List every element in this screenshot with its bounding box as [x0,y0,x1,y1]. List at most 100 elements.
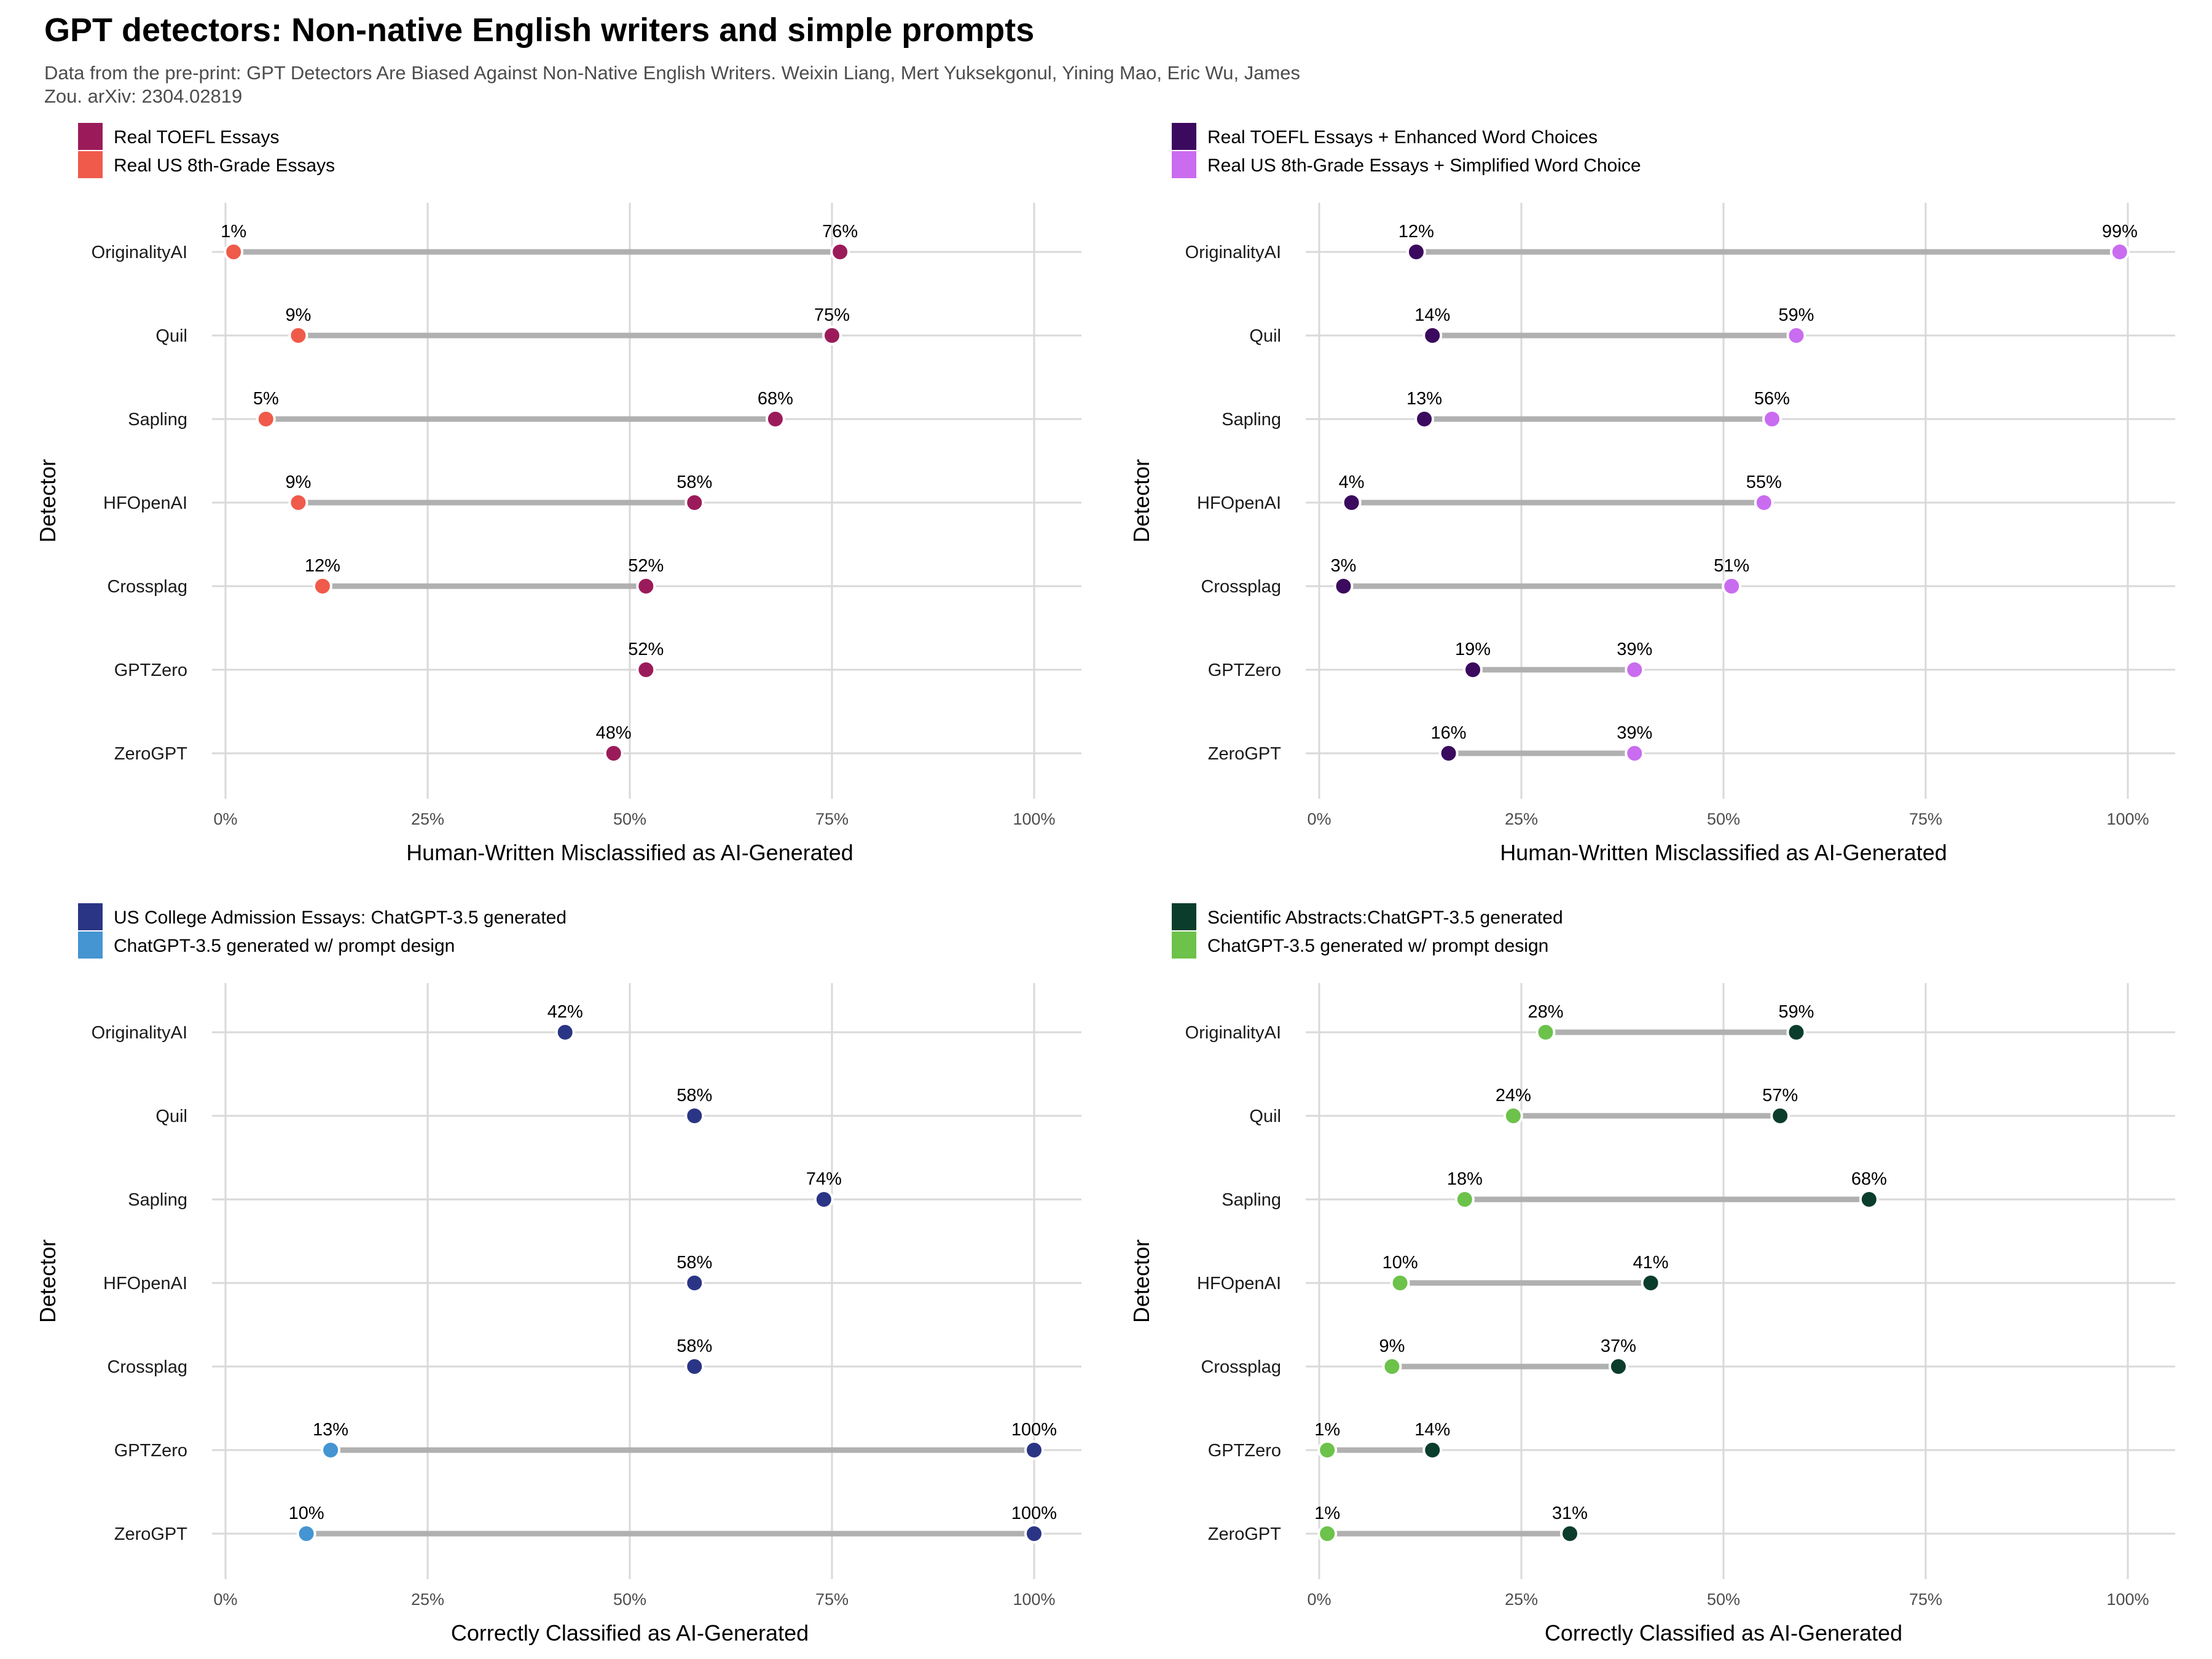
data-point [1503,1106,1523,1126]
x-axis-title: Human-Written Misclassified as AI-Genera… [406,840,853,865]
y-axis-title: Detector [1129,1239,1154,1323]
data-label: 10% [289,1504,324,1523]
data-point [684,1106,705,1126]
y-axis-title: Detector [1129,459,1154,543]
category-label: Sapling [128,410,187,429]
category-label: Crossplag [1201,1357,1281,1377]
data-label: 75% [814,305,850,325]
category-label: Quil [1249,326,1281,346]
data-label: 51% [1714,556,1749,576]
data-label: 1% [1314,1420,1340,1440]
data-label: 9% [285,305,311,325]
category-label: Crossplag [107,577,187,597]
data-point [636,660,656,680]
x-tick-label: 50% [1707,1590,1740,1609]
x-tick-label: 75% [815,810,849,828]
data-label: 4% [1339,473,1365,492]
data-label: 58% [677,1253,712,1273]
data-label: 9% [1379,1336,1405,1356]
legend-swatch [1172,903,1196,930]
legend-label: Real TOEFL Essays + Enhanced Word Choice… [1207,127,1598,147]
data-point [684,1357,705,1376]
data-point [830,242,850,262]
data-label: 31% [1552,1504,1588,1523]
legend-label: ChatGPT-3.5 generated w/ prompt design [1207,936,1548,956]
data-point [1333,576,1354,596]
data-point [1722,576,1742,596]
x-tick-label: 0% [1307,1590,1331,1609]
legend-swatch [1172,151,1196,178]
category-label: GPTZero [1208,1441,1281,1461]
data-point [1770,1106,1790,1126]
data-label: 76% [822,222,858,241]
category-label: ZeroGPT [114,1524,188,1544]
category-label: GPTZero [1208,661,1281,680]
data-point [2109,242,2130,262]
data-point [1422,326,1443,345]
data-point [1341,493,1362,512]
legend-swatch [1172,123,1196,150]
data-point [1024,1524,1044,1543]
chart-panel-2: Real TOEFL Essays + Enhanced Word Choice… [1129,123,2175,865]
data-label: 58% [677,1086,712,1105]
data-point [1608,1357,1628,1376]
data-label: 52% [628,556,664,576]
data-point [288,326,308,345]
data-point [1625,743,1645,763]
data-label: 19% [1455,640,1491,659]
data-label: 1% [221,222,246,241]
category-label: ZeroGPT [114,744,188,764]
data-point [1024,1440,1044,1460]
data-point [1463,660,1483,680]
y-axis-title: Detector [35,459,60,543]
category-label: Sapling [1222,410,1281,429]
data-point [1762,409,1782,429]
data-point [555,1022,575,1042]
data-point [1414,409,1435,429]
data-label: 99% [2102,222,2138,241]
data-point [1317,1440,1338,1460]
legend-swatch [78,123,103,150]
category-label: Crossplag [107,1357,187,1377]
data-label: 39% [1617,723,1652,743]
x-tick-label: 0% [1307,810,1331,828]
data-label: 68% [758,389,793,409]
x-tick-label: 25% [411,810,444,828]
data-label: 18% [1447,1169,1483,1189]
data-label: 24% [1496,1086,1531,1105]
legend-label: Real TOEFL Essays [114,127,280,147]
category-label: GPTZero [114,1441,187,1461]
category-label: Quil [1249,1107,1281,1126]
category-label: OriginalityAI [92,243,187,262]
x-tick-label: 50% [613,810,646,828]
legend-label: Real US 8th-Grade Essays + Simplified Wo… [1207,155,1641,176]
data-label: 59% [1778,1002,1814,1022]
data-point [1317,1524,1338,1543]
data-label: 13% [313,1420,348,1440]
data-point [1559,1524,1580,1543]
data-point [1625,660,1645,680]
page-subtitle: Data from the pre-print: GPT Detectors A… [44,62,1301,107]
data-label: 57% [1762,1086,1798,1105]
data-point [224,242,244,262]
data-point [1786,326,1806,345]
x-tick-label: 50% [613,1590,646,1609]
data-label: 59% [1778,305,1814,325]
data-point [1382,1357,1402,1376]
category-label: OriginalityAI [92,1023,187,1043]
data-label: 41% [1633,1253,1669,1273]
data-label: 12% [305,556,340,576]
data-label: 100% [1011,1504,1057,1523]
data-point [814,1190,834,1209]
category-label: Sapling [1222,1190,1281,1210]
data-label: 5% [253,389,279,409]
data-label: 13% [1406,389,1442,409]
data-point [636,576,656,596]
legend-swatch [78,931,103,959]
x-tick-label: 75% [1909,1590,1942,1609]
data-label: 52% [628,640,664,659]
data-label: 74% [806,1169,842,1189]
x-tick-label: 100% [1013,810,1055,828]
data-point [312,576,332,596]
